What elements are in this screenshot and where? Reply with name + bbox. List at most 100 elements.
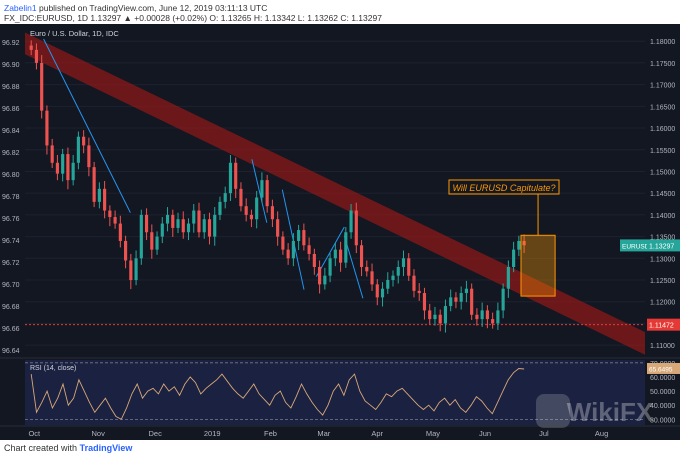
price-tick-label: 1.14000 [650,213,675,220]
candle-body [260,180,264,198]
x-tick-label: Mar [317,429,330,438]
left-tick-label: 96.90 [2,62,20,69]
publish-line: Zabelin1 published on TradingView.com, J… [4,3,267,13]
candle-body [428,310,432,320]
candle-body [281,236,285,250]
candle-body [213,214,217,237]
candle-body [417,290,421,294]
candle-body [34,49,39,63]
author-link[interactable]: Zabelin1 [4,3,37,13]
candle-body [186,223,191,233]
rsi-value-tag [647,362,680,374]
rsi-panel-background [25,360,645,425]
candle-body [407,258,411,276]
candle-body [118,223,122,241]
candle-body [160,223,164,237]
candle-body [401,258,406,267]
price-tick-label: 1.11000 [650,343,675,350]
candle-body [134,258,138,281]
candle-body [438,314,442,324]
candle-body [113,217,117,224]
candle-body [50,145,54,163]
x-tick-label: Dec [149,429,163,438]
rsi-tick-label: 50.0000 [650,389,675,396]
price-tick-label: 1.17000 [650,83,675,90]
candle-body [318,266,322,285]
candle-body [328,258,332,276]
x-tick-label: May [426,429,440,438]
price-tick-label: 1.15000 [650,169,675,176]
candle-body [339,249,343,263]
rsi-tick-label: 60.0000 [650,375,675,382]
left-tick-label: 96.88 [2,84,20,91]
candle-body [92,167,96,202]
left-tick-label: 96.72 [2,260,20,267]
candle-body [323,275,327,285]
candle-body [45,110,49,146]
candle-body [265,180,269,207]
symbol-line: FX_IDC:EURUSD, 1D 1.13297 ▲ +0.00028 (+0… [4,13,382,23]
candle-body [291,240,295,259]
descending-channel [25,32,645,355]
candle-body [71,162,75,181]
candle-body [139,214,143,259]
candle-body [464,288,468,294]
candle-body [87,145,91,168]
candle-body [359,245,364,267]
candle-body [443,306,448,324]
watermark-logo [536,394,570,428]
candle-body [312,253,316,267]
candle-body [82,136,86,146]
candle-body [249,214,254,220]
candle-body [386,280,390,289]
candle-body [470,288,474,315]
left-tick-label: 96.78 [2,194,20,201]
watermark-text: WikiFX [567,397,654,427]
candle-body [165,214,170,224]
price-tick-label: 1.13500 [650,235,675,242]
candle-body [103,188,107,211]
price-tick-label: 1.16000 [650,126,675,133]
candle-body [512,249,516,267]
x-tick-label: Aug [595,429,608,438]
eurusd-chart[interactable]: 1.18000 1.17500 1.17000 1.16500 1.16000 1.155… [0,24,680,440]
candle-body [522,240,526,246]
candle-body [517,240,521,250]
left-tick-label: 96.86 [2,106,20,113]
candle-body [55,162,59,174]
candle-body [449,297,453,307]
candle-body [218,201,222,215]
left-tick-label: 96.80 [2,172,20,179]
candle-body [506,266,510,289]
price-tick-label: 1.15500 [650,148,675,155]
candle-body [302,230,306,246]
candle-body [375,284,379,298]
candle-body [391,275,395,281]
candle-body [354,210,358,246]
left-tick-label: 96.92 [2,40,20,47]
candle-body [181,219,185,233]
candle-body [76,136,80,163]
candle-body [97,188,101,202]
candle-body [344,232,348,263]
candle-body [370,271,374,285]
highlight-box [520,234,556,297]
candle-body [202,219,206,233]
price-tick-label: 1.12500 [650,278,675,285]
last-price-tag [647,239,680,252]
tradingview-link[interactable]: TradingView [79,443,133,453]
candle-body [412,275,416,291]
price-tick-label: 1.12000 [650,300,675,307]
candle-body [333,249,337,259]
rsi-tick-label: 30.0000 [650,417,675,424]
candle-body [66,154,70,181]
last-price-label: 1.13297 [649,243,674,250]
annotation-text: Will EURUSD Capitulate? [453,183,556,193]
chart-header: Zabelin1 published on TradingView.com, J… [0,0,680,24]
candle-body [234,162,238,189]
support-price-tag [647,318,680,331]
left-tick-label: 96.74 [2,238,20,245]
candle-body [176,219,180,228]
x-tick-label: Feb [264,429,277,438]
rsi-line [30,368,525,420]
